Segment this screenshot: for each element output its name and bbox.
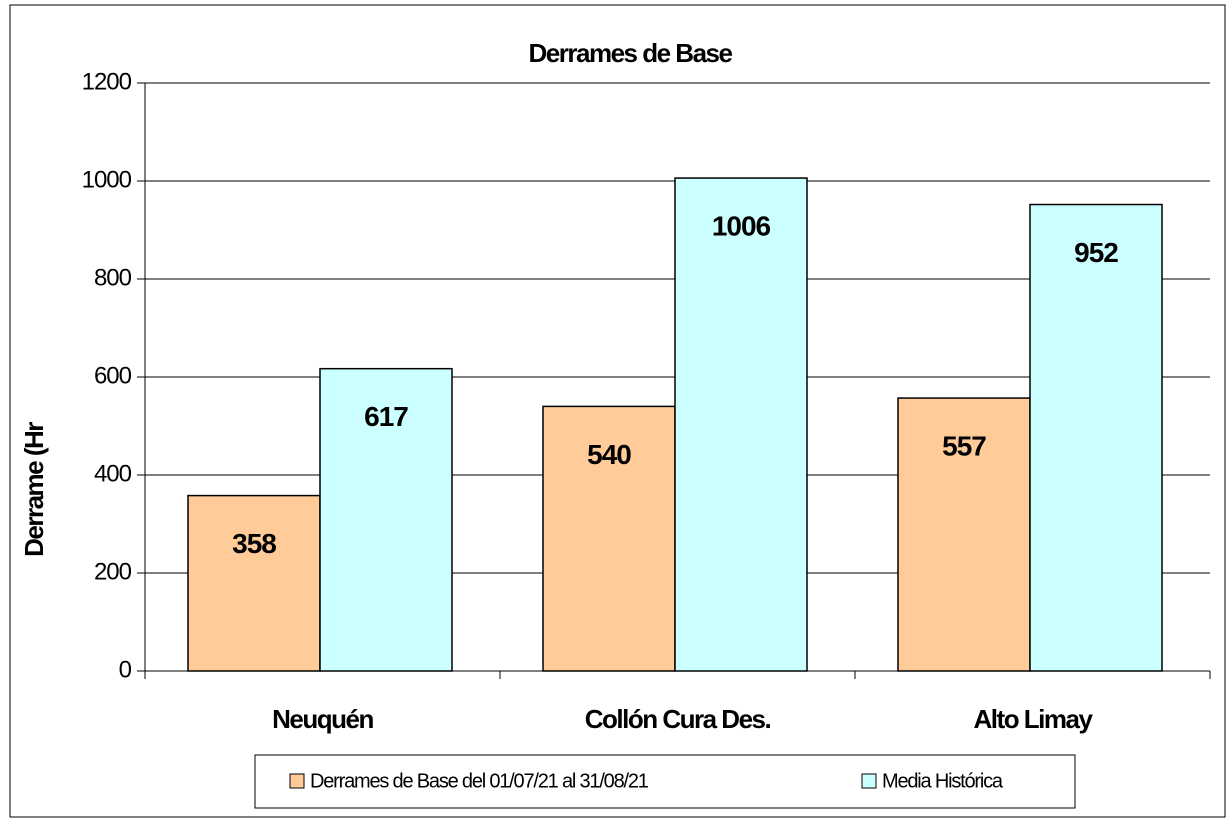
- legend: [254, 754, 1076, 809]
- data-label: 540: [587, 439, 631, 470]
- bar: [542, 405, 676, 672]
- legend-label: Media Histórica: [882, 770, 1004, 792]
- y-tick-label: 600: [94, 362, 132, 389]
- x-tick-label: Collón Cura Des.: [585, 704, 771, 734]
- y-axis-label: Derrame (Hr: [19, 422, 49, 557]
- data-label: 617: [364, 401, 408, 432]
- data-label: 358: [232, 528, 276, 559]
- legend-swatch: [861, 773, 877, 789]
- x-tick-label: Neuquén: [272, 704, 373, 734]
- y-tick-label: 800: [94, 264, 132, 291]
- data-label: 1006: [712, 210, 771, 241]
- legend-swatch: [289, 773, 305, 789]
- legend-label: Derrames de Base del 01/07/21 al 31/08/2…: [310, 770, 649, 792]
- data-label: 557: [942, 430, 986, 461]
- y-tick-label: 200: [94, 558, 132, 585]
- x-tick-label: Alto Limay: [974, 704, 1094, 734]
- y-tick-label: 1200: [82, 68, 132, 95]
- bar: [187, 494, 321, 672]
- bar: [674, 177, 808, 672]
- bar: [319, 367, 453, 672]
- y-tick-label: 1000: [82, 166, 132, 193]
- chart-title: Derrames de Base: [529, 38, 733, 68]
- y-tick-label: 400: [94, 460, 132, 487]
- bar: [1029, 203, 1163, 672]
- bar: [897, 397, 1031, 672]
- y-tick-label: 0: [119, 656, 132, 683]
- data-label: 952: [1074, 237, 1118, 268]
